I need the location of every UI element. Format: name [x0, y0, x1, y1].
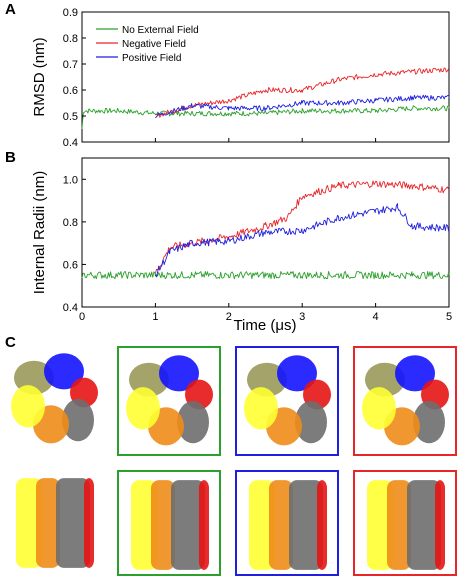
- series-line: [155, 94, 450, 119]
- y-tick-label: 0.8: [63, 217, 78, 229]
- protein-subunit: [277, 355, 317, 392]
- legend-label: Negative Field: [122, 39, 186, 50]
- protein-render: [16, 478, 94, 568]
- protein-subunit: [159, 355, 199, 392]
- y-tick-label: 0.7: [63, 59, 78, 71]
- x-tick-label: 5: [446, 311, 452, 323]
- protein-subunit: [387, 480, 411, 570]
- protein-subunit: [36, 478, 60, 568]
- protein-subunit: [62, 398, 94, 442]
- series-line: [81, 105, 450, 130]
- protein-side-view: [117, 470, 221, 576]
- series-line: [154, 180, 450, 274]
- protein-subunit: [126, 387, 160, 430]
- plot-frame: [81, 157, 450, 308]
- protein-subunit: [435, 480, 445, 570]
- legend-label: Positive Field: [122, 53, 181, 64]
- protein-subunit: [171, 480, 205, 570]
- x-axis-title: Time (μs): [233, 317, 296, 334]
- protein-subunit: [249, 480, 275, 570]
- rmsd-chart: 0.4 0.5 0.6 0.7 0.8 0.9 RMSD (nm) No External F…: [31, 7, 450, 149]
- y-tick-label: 1.0: [63, 174, 78, 186]
- y-tick-label: 0.6: [63, 259, 78, 271]
- protein-side-view: [4, 470, 108, 576]
- protein-render: [126, 355, 213, 446]
- protein-subunit: [244, 387, 278, 430]
- x-tick-label: 2: [226, 311, 232, 323]
- y-tick-label: 0.4: [63, 302, 78, 314]
- x-tick-label: 0: [79, 311, 85, 323]
- protein-render: [362, 355, 449, 446]
- y-tick-label: 0.4: [63, 137, 78, 149]
- protein-subunit: [413, 400, 445, 444]
- plot-frame: [81, 11, 450, 143]
- protein-render: [131, 480, 209, 570]
- protein-subunit: [295, 400, 327, 444]
- protein-render: [244, 355, 331, 446]
- x-tick-label: 1: [152, 311, 158, 323]
- protein-side-view: [235, 470, 339, 576]
- protein-subunit: [317, 480, 327, 570]
- protein-subunit: [44, 353, 84, 390]
- protein-subunit: [131, 480, 157, 570]
- protein-subunit: [289, 480, 323, 570]
- protein-subunit: [177, 400, 209, 444]
- panel-b-letter: B: [5, 149, 16, 166]
- protein-subunit: [362, 387, 396, 430]
- protein-render: [11, 353, 98, 444]
- y-axis-title: RMSD (nm): [31, 37, 48, 116]
- panel-a-letter: A: [5, 1, 16, 18]
- protein-subunit: [367, 480, 393, 570]
- series-line: [81, 270, 450, 280]
- protein-subunit: [84, 478, 94, 568]
- series-line: [154, 203, 450, 278]
- y-tick-label: 0.5: [63, 111, 78, 123]
- protein-subunit: [199, 480, 209, 570]
- protein-subunit: [395, 355, 435, 392]
- protein-subunit: [56, 478, 90, 568]
- protein-render: [249, 480, 327, 570]
- legend-label: No External Field: [122, 25, 199, 36]
- y-axis-title: Internal Radii (nm): [31, 171, 48, 294]
- protein-side-view: [353, 470, 457, 576]
- protein-render: [367, 480, 445, 570]
- x-tick-label: 4: [373, 311, 379, 323]
- protein-subunit: [11, 385, 45, 428]
- y-tick-label: 0.6: [63, 85, 78, 97]
- protein-subunit: [407, 480, 441, 570]
- internal-radii-chart: 0 1 2 3 4 5 0.4 0.6 0.8 1.0 Internal Radii (nm): [31, 157, 452, 323]
- protein-subunit: [269, 480, 293, 570]
- protein-top-view: [353, 346, 457, 456]
- protein-subunit: [151, 480, 175, 570]
- y-tick-label: 0.8: [63, 33, 78, 45]
- protein-subunit: [16, 478, 42, 568]
- protein-top-view: [235, 346, 339, 456]
- x-tick-label: 3: [299, 311, 305, 323]
- y-tick-label: 0.9: [63, 7, 78, 19]
- protein-top-view: [4, 346, 108, 456]
- panel-c-letter: C: [5, 334, 16, 351]
- protein-top-view: [117, 346, 221, 456]
